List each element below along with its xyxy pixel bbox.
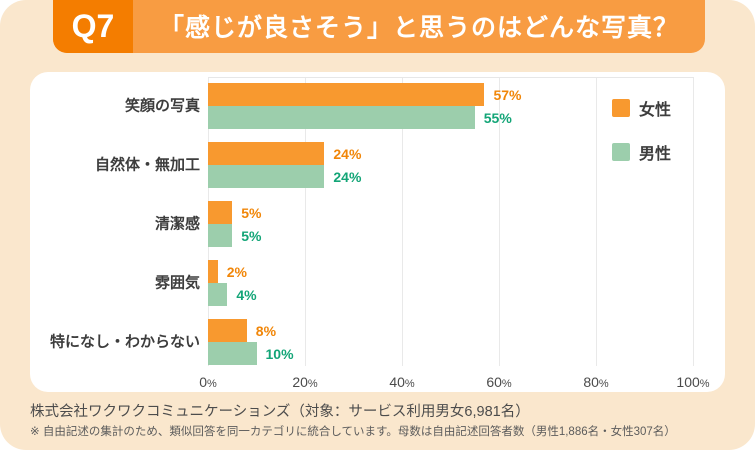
bar-male (208, 224, 233, 247)
bar-male (208, 342, 257, 365)
page-title: 「感じが良さそう」と思うのはどんな写真？ (158, 13, 679, 42)
bar-female (208, 83, 485, 106)
legend-swatch-male (612, 143, 630, 161)
axis-tick: 20% (292, 374, 318, 390)
value-label: 57% (493, 86, 522, 103)
gridline (305, 78, 306, 366)
category-label: 特になし・わからない (49, 333, 200, 351)
category-label: 雰囲気 (154, 274, 200, 292)
footer-source: 株式会社ワクワクコミュニケーションズ（対象：サービス利用男女6,981名） (30, 404, 530, 420)
value-label: 24% (333, 168, 362, 185)
value-label: 4% (236, 286, 257, 303)
legend-item-male: 男性 (612, 140, 671, 164)
bar-female (208, 201, 233, 224)
axis-tick: 100% (676, 374, 710, 390)
legend-label-female: 女性 (639, 102, 672, 119)
legend-swatch-female (612, 99, 630, 117)
bar-male (208, 283, 228, 306)
question-number-badge: Q7 (53, 0, 133, 53)
bar-male (208, 106, 475, 129)
category-label: 笑顔の写真 (124, 97, 200, 115)
gridline (596, 78, 597, 366)
legend: 女性 男性 (612, 96, 671, 184)
value-label: 55% (483, 109, 512, 126)
value-label: 5% (241, 227, 262, 244)
gridline (499, 78, 500, 366)
legend-item-female: 女性 (612, 96, 671, 120)
bar-male (208, 165, 325, 188)
bar-female (208, 319, 247, 342)
axis-tick: 40% (389, 374, 415, 390)
question-number: Q7 (71, 8, 115, 44)
gridline (693, 78, 694, 366)
axis-tick: 60% (486, 374, 512, 390)
header-banner: Q7 「感じが良さそう」と思うのはどんな写真？ (53, 0, 705, 53)
value-label: 10% (265, 345, 294, 362)
plot-area: 0% 20% 40% 60% 80% 100% 57% 55% 24% 24% 5% 5% 2% 4% 8%… (199, 77, 710, 390)
gridline (402, 78, 403, 366)
category-label: 清潔感 (154, 215, 200, 233)
category-label: 自然体・無加工 (94, 156, 200, 174)
value-label: 5% (241, 204, 262, 221)
chart-card: 0% 20% 40% 60% 80% 100% 57% 55% 24% 24% 5% 5% 2% 4% 8%… (30, 72, 725, 392)
bar-female (208, 142, 325, 165)
footer-note: ※ 自由記述の集計のため、類似回答を同一カテゴリに統合しています。母数は自由記述… (30, 426, 676, 438)
value-label: 2% (226, 263, 247, 280)
value-label: 24% (333, 145, 362, 162)
axis-tick: 80% (583, 374, 609, 390)
legend-label-male: 男性 (639, 146, 672, 163)
axis-tick: 0% (199, 374, 217, 390)
bar-female (208, 260, 218, 283)
value-label: 8% (255, 322, 277, 339)
